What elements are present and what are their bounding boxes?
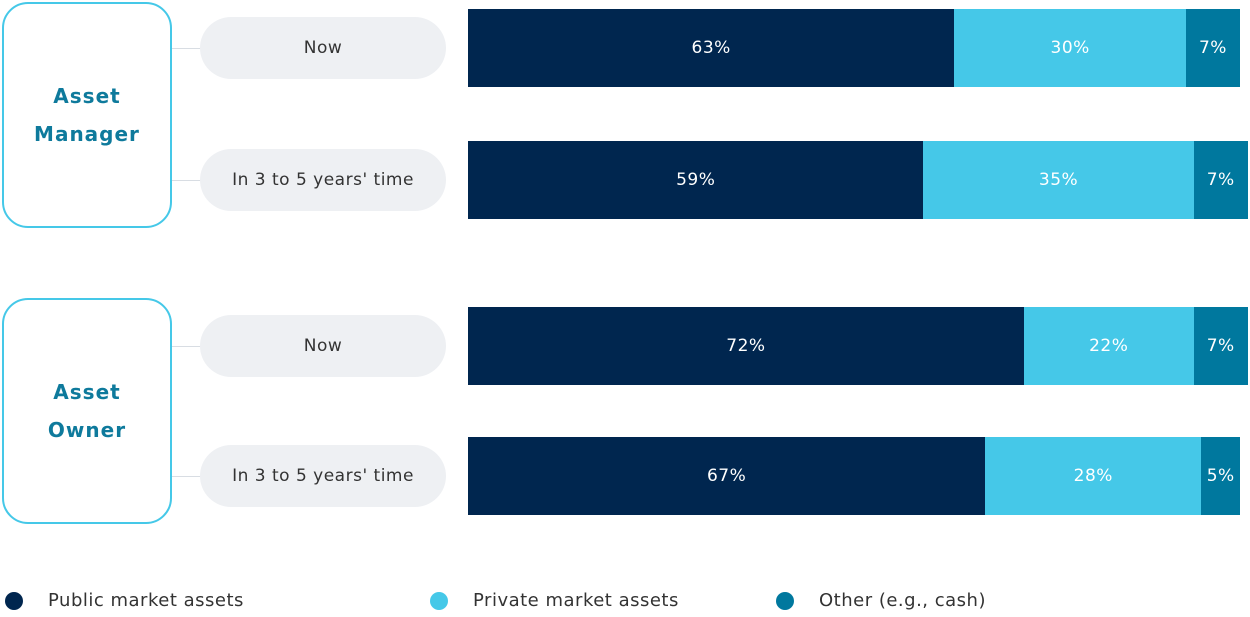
bar-segment: 22% [1023,307,1194,385]
value-label: 63% [691,38,731,58]
value-label: 22% [1089,336,1129,356]
group-label: Asset Owner [2,298,172,524]
connector [168,48,204,49]
bar-segment: 67% [468,437,986,515]
bar-segment: 63% [468,9,955,87]
bar-segment: 72% [468,307,1024,385]
value-label: 28% [1073,466,1113,486]
row-label: In 3 to 5 years' time [200,445,446,507]
value-label: 30% [1050,38,1090,58]
bar-segment: 7% [1193,307,1248,385]
value-label: 59% [676,170,716,190]
bar-segment: 35% [923,141,1194,219]
bar-segment: 28% [985,437,1202,515]
value-label: 7% [1206,170,1235,190]
value-label: 5% [1206,466,1235,486]
value-label: 72% [726,336,766,356]
value-label: 67% [706,466,747,486]
legend-label: Other (e.g., cash) [819,590,986,611]
bar-segment: 7% [1185,9,1240,87]
row-label: Now [200,17,446,79]
connector [168,476,204,477]
legend-marker [5,592,23,610]
row-label: Now [200,315,446,377]
legend-marker [430,592,448,610]
connector [168,346,204,347]
legend-label: Private market assets [473,590,679,611]
bar-segment: 30% [954,9,1186,87]
bar-segment: 5% [1201,437,1240,515]
value-label: 35% [1038,170,1079,190]
legend-marker [776,592,794,610]
connector [168,180,204,181]
value-label: 7% [1198,38,1227,58]
bar-segment: 59% [468,141,924,219]
row-label: In 3 to 5 years' time [200,149,446,211]
legend-label: Public market assets [48,590,244,611]
value-label: 7% [1206,336,1235,356]
group-label: Asset Manager [2,2,172,228]
bar-segment: 7% [1193,141,1248,219]
